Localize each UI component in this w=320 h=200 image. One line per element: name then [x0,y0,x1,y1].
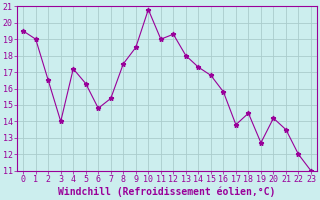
X-axis label: Windchill (Refroidissement éolien,°C): Windchill (Refroidissement éolien,°C) [58,187,276,197]
